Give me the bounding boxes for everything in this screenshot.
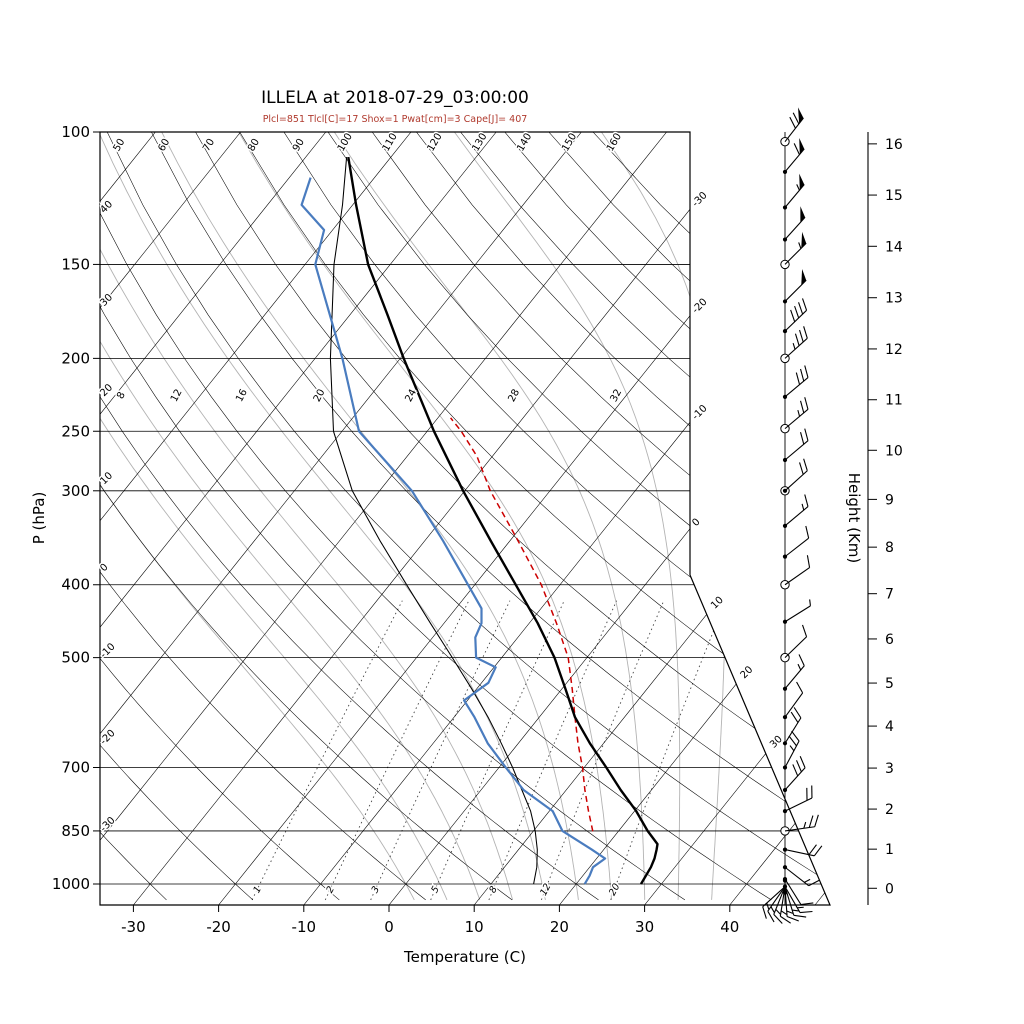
temperature-profile-line — [347, 156, 659, 885]
svg-text:0: 0 — [384, 918, 394, 936]
svg-text:700: 700 — [61, 759, 90, 777]
height-axis-title: Height (Km) — [845, 473, 863, 564]
gridline-labels: 50 60 70 80 90 100 110 120 130 140 150 160403020100… — [97, 130, 787, 899]
svg-text:3: 3 — [370, 884, 383, 895]
svg-text:110: 110 — [381, 131, 400, 153]
svg-text:-10: -10 — [292, 918, 317, 936]
svg-text:1: 1 — [885, 842, 894, 858]
dewpoint-profile-line — [300, 177, 607, 885]
svg-text:2: 2 — [885, 802, 894, 818]
svg-text:70: 70 — [201, 137, 217, 154]
svg-text:850: 850 — [61, 822, 90, 840]
svg-text:13: 13 — [885, 291, 903, 307]
svg-text:6: 6 — [885, 632, 894, 648]
svg-text:7: 7 — [885, 587, 894, 603]
svg-text:-20: -20 — [690, 297, 709, 316]
svg-text:130: 130 — [470, 131, 489, 153]
svg-text:40: 40 — [98, 199, 115, 216]
svg-text:32: 32 — [609, 387, 625, 403]
svg-text:80: 80 — [246, 137, 262, 154]
mixing-ratio-gridlines — [251, 600, 727, 901]
svg-text:20: 20 — [98, 382, 115, 399]
svg-text:-10: -10 — [690, 403, 709, 422]
moist-adiabat-gridlines — [100, 132, 727, 901]
svg-text:3: 3 — [885, 761, 894, 777]
parcel-path-line — [450, 417, 594, 832]
svg-text:10: 10 — [885, 443, 903, 459]
svg-text:150: 150 — [61, 255, 90, 273]
svg-text:30: 30 — [635, 918, 654, 936]
svg-text:60: 60 — [156, 137, 172, 154]
svg-text:0: 0 — [885, 881, 894, 897]
plot-frame — [99, 131, 831, 906]
svg-text:5: 5 — [429, 884, 442, 895]
svg-text:200: 200 — [61, 349, 90, 367]
svg-text:1: 1 — [251, 884, 264, 895]
svg-text:2: 2 — [324, 884, 337, 895]
svg-text:10: 10 — [465, 918, 484, 936]
svg-text:10: 10 — [98, 470, 115, 487]
svg-text:-20: -20 — [206, 918, 231, 936]
svg-text:100: 100 — [336, 131, 355, 153]
svg-text:15: 15 — [885, 188, 903, 204]
svg-text:11: 11 — [885, 393, 903, 409]
svg-text:20: 20 — [550, 918, 569, 936]
svg-text:10: 10 — [709, 595, 726, 612]
isotherm-gridlines — [100, 132, 830, 905]
svg-text:120: 120 — [426, 131, 445, 153]
wind-barb-column — [762, 107, 823, 924]
svg-text:16: 16 — [234, 387, 250, 403]
aux-profile-line — [329, 157, 538, 885]
svg-text:90: 90 — [291, 137, 307, 154]
sounding-profiles — [300, 156, 659, 885]
svg-text:300: 300 — [61, 482, 90, 500]
svg-text:5: 5 — [885, 676, 894, 692]
svg-text:12: 12 — [885, 342, 903, 358]
svg-text:12: 12 — [169, 387, 185, 403]
chart-parameters: Plcl=851 Tlcl[C]=17 Shox=1 Pwat[cm]=3 Ca… — [262, 114, 528, 125]
svg-text:-20: -20 — [98, 728, 117, 747]
svg-text:250: 250 — [61, 422, 90, 440]
svg-text:20: 20 — [312, 387, 328, 403]
svg-text:160: 160 — [605, 131, 624, 153]
svg-text:140: 140 — [515, 131, 534, 153]
svg-text:1000: 1000 — [52, 875, 90, 893]
svg-text:-30: -30 — [98, 815, 117, 834]
svg-text:500: 500 — [61, 649, 90, 667]
svg-text:8: 8 — [115, 390, 128, 401]
svg-text:30: 30 — [768, 734, 785, 751]
svg-text:-30: -30 — [121, 918, 146, 936]
chart-title: ILLELA at 2018-07-29_03:00:00 — [261, 88, 529, 108]
svg-text:50: 50 — [112, 137, 128, 154]
svg-text:8: 8 — [885, 540, 894, 556]
svg-text:400: 400 — [61, 576, 90, 594]
svg-text:4: 4 — [885, 719, 894, 735]
svg-text:16: 16 — [885, 137, 903, 153]
temperature-axis-title: Temperature (C) — [403, 948, 526, 966]
svg-text:40: 40 — [720, 918, 739, 936]
svg-text:100: 100 — [61, 123, 90, 141]
svg-text:150: 150 — [560, 131, 579, 153]
dry-adiabat-gridlines — [100, 132, 830, 901]
svg-text:14: 14 — [885, 239, 903, 255]
svg-text:9: 9 — [885, 492, 894, 508]
svg-text:28: 28 — [506, 387, 522, 403]
svg-text:20: 20 — [739, 664, 756, 681]
pressure-axis-title: P (hPa) — [30, 492, 48, 545]
svg-text:-30: -30 — [690, 190, 709, 209]
svg-text:0: 0 — [690, 517, 702, 529]
